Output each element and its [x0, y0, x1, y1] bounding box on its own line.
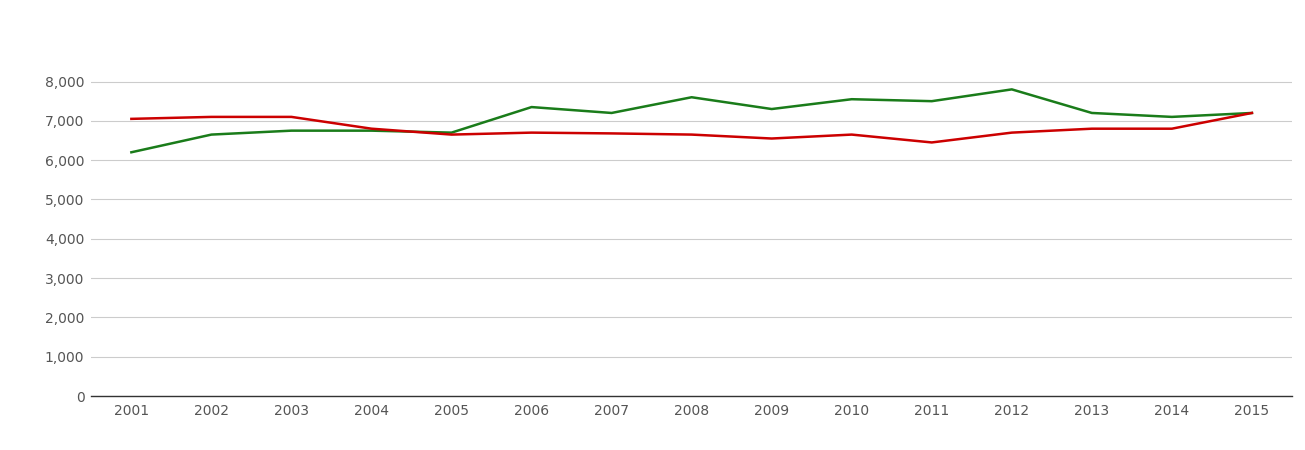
- Deaths: [924, 140, 940, 145]
- Births: [1004, 87, 1019, 92]
- Births: [204, 132, 219, 137]
- Births: [364, 128, 380, 133]
- Deaths: [1244, 110, 1259, 116]
- Births: [523, 104, 539, 110]
- Deaths: [204, 114, 219, 120]
- Line: Deaths: Deaths: [132, 113, 1251, 143]
- Births: [763, 106, 779, 112]
- Deaths: [604, 130, 620, 136]
- Births: [1084, 110, 1100, 116]
- Deaths: [1164, 126, 1180, 131]
- Births: [1244, 110, 1259, 116]
- Deaths: [283, 114, 299, 120]
- Deaths: [1004, 130, 1019, 135]
- Deaths: [1084, 126, 1100, 131]
- Births: [1164, 114, 1180, 120]
- Births: [604, 110, 620, 116]
- Births: [283, 128, 299, 133]
- Legend: Births, Deaths: Births, Deaths: [99, 0, 313, 1]
- Deaths: [444, 132, 459, 137]
- Deaths: [763, 136, 779, 141]
- Deaths: [364, 126, 380, 131]
- Deaths: [523, 130, 539, 135]
- Births: [684, 94, 699, 100]
- Line: Births: Births: [132, 90, 1251, 152]
- Deaths: [844, 132, 860, 137]
- Births: [444, 130, 459, 135]
- Births: [924, 99, 940, 104]
- Births: [124, 149, 140, 155]
- Deaths: [124, 116, 140, 122]
- Births: [844, 96, 860, 102]
- Deaths: [684, 132, 699, 137]
